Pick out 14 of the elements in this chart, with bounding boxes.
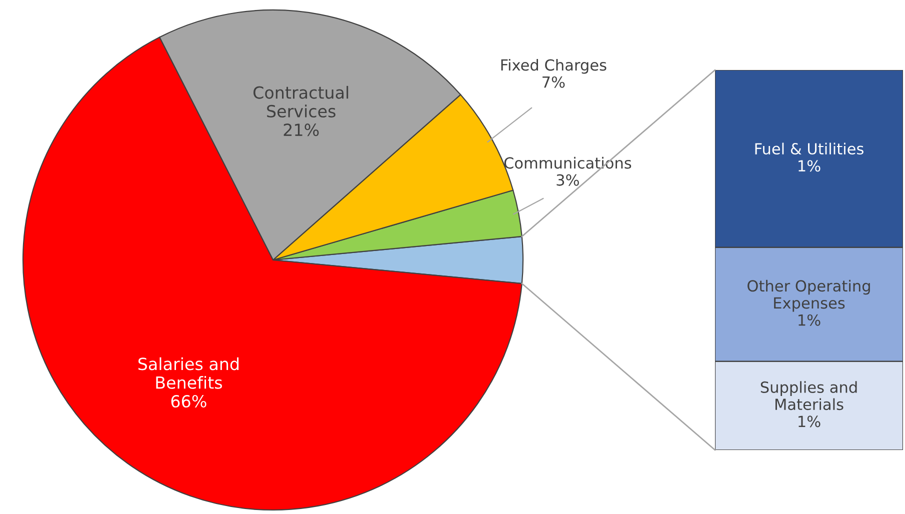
series-label: Other Operating Expenses bbox=[748, 280, 870, 312]
data-label: 1% bbox=[798, 160, 820, 172]
data-label: 1% bbox=[798, 314, 820, 326]
data-label: 1% bbox=[798, 416, 820, 428]
series-label: Fuel & Utilities bbox=[755, 142, 864, 155]
slice-label: Fixed Charges bbox=[501, 58, 606, 74]
data-label: 21% bbox=[284, 124, 319, 136]
data-label: 66% bbox=[171, 394, 206, 408]
data-label: 3% bbox=[556, 174, 579, 186]
slice-label: Contractual Services bbox=[253, 86, 348, 118]
series-label: Supplies and Materials bbox=[760, 381, 857, 410]
slice-label: Communications bbox=[504, 156, 632, 169]
data-label: 7% bbox=[542, 76, 565, 88]
slice-label: Salaries and Benefits bbox=[138, 357, 239, 389]
